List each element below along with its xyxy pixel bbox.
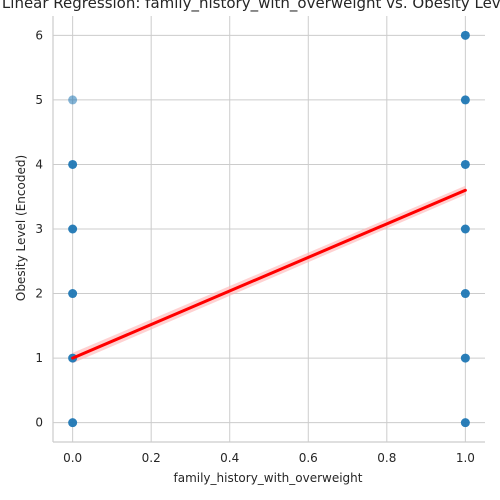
data-point xyxy=(68,289,78,299)
regression-line-layer xyxy=(71,188,467,360)
x-tick-label: 1.0 xyxy=(456,451,475,465)
grid-lines xyxy=(53,16,485,442)
x-tick-label: 0.2 xyxy=(142,451,161,465)
x-tick-label: 0.6 xyxy=(299,451,318,465)
axes xyxy=(52,16,485,443)
chart-title: Linear Regression: family_history_with_o… xyxy=(2,0,500,13)
x-axis-label: family_history_with_overweight xyxy=(174,471,363,485)
data-point xyxy=(68,95,78,105)
x-tick-label: 0.8 xyxy=(377,451,396,465)
data-point xyxy=(460,159,470,169)
data-point xyxy=(460,95,470,105)
data-point xyxy=(460,418,470,428)
x-tick-label: 0.4 xyxy=(220,451,239,465)
data-point xyxy=(460,289,470,299)
y-tick-label: 4 xyxy=(35,157,43,171)
data-point xyxy=(460,30,470,40)
y-tick-label: 5 xyxy=(35,93,43,107)
data-point xyxy=(460,224,470,234)
tick-labels: 0.0 0.2 0.4 0.6 0.8 1.0 0 1 2 3 4 5 6 xyxy=(35,28,475,465)
y-tick-label: 1 xyxy=(35,351,43,365)
y-tick-label: 3 xyxy=(35,222,43,236)
y-tick-label: 2 xyxy=(35,287,43,301)
y-axis-label: Obesity Level (Encoded) xyxy=(14,155,28,301)
y-tick-label: 0 xyxy=(35,416,43,430)
scatter-points xyxy=(68,30,470,428)
data-point xyxy=(68,224,78,234)
data-point xyxy=(68,159,78,169)
regression-line xyxy=(71,188,467,360)
y-tick-label: 6 xyxy=(35,28,43,42)
data-point xyxy=(68,418,78,428)
x-tick-label: 0.0 xyxy=(63,451,82,465)
data-point xyxy=(460,353,470,363)
